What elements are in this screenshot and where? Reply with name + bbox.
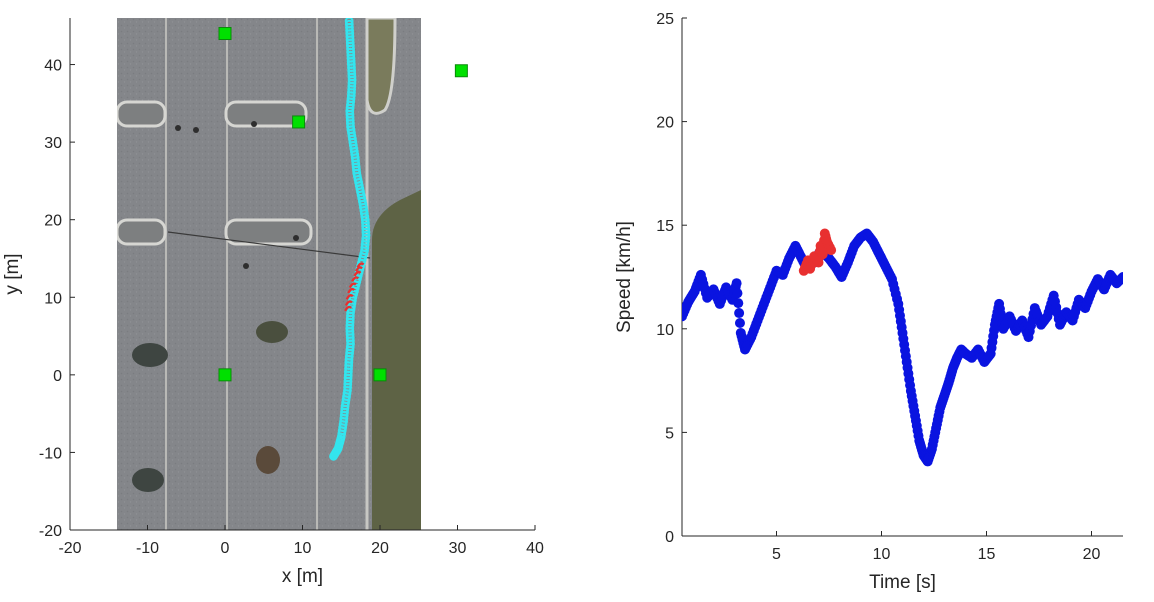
trajectory-plot: -20 -10 0 10 20 30 40 -20 -10 0 10 20 30 40 x [m] y [m] [2,18,544,587]
speed-point [732,288,743,299]
y-tick-label: 10 [44,290,62,307]
y-tick-label: 20 [44,213,62,230]
highlight-point [347,287,356,294]
highlight-point [345,294,354,300]
y-axis-label: y [m] [2,253,23,294]
highlight-point [344,300,353,307]
x-tick-label: 0 [221,540,230,557]
anchor-series [218,27,468,382]
y-tick-label: 30 [44,135,62,152]
x-tick-label: 20 [371,540,389,557]
aerial-background-image [117,18,421,530]
anchor-marker [292,115,306,129]
x-tick-label: -10 [136,540,159,557]
x-tick-label: 40 [526,540,544,557]
speed-plot: 5 10 15 20 0 5 10 15 20 25 Time [s] Speed [km/h] [614,11,1123,593]
highlight-point [351,276,360,282]
y-tick-label: 10 [656,322,674,339]
highlight-point [344,305,353,312]
anchor-marker [218,368,232,382]
y-tick-label: 20 [656,115,674,132]
anchor-marker [218,27,232,41]
x-tick-label: 10 [294,540,312,557]
highlight-point [355,266,363,272]
y-tick-label: -10 [39,445,62,462]
speed-point [1118,272,1123,282]
y-tick-label: 0 [665,529,674,546]
highlight-point [348,282,357,289]
x-tick-label: 20 [1083,546,1101,563]
y-tick-label: 25 [656,11,674,28]
trajectory-point [344,19,354,29]
y-tick-label: 15 [656,218,674,235]
speed-point [734,308,745,319]
x-tick-label: 5 [772,546,781,563]
speed-point [826,245,837,256]
anchor-marker [454,64,468,78]
trajectory-point [344,18,354,26]
x-tick-label: -20 [58,540,81,557]
anchor-marker [373,368,387,382]
y-axis-label: Speed [km/h] [614,221,635,333]
x-axis-label: Time [s] [869,572,936,593]
highlight-point [356,262,365,269]
highlight-point [353,270,362,277]
highlight-speed-series [798,228,837,276]
trajectory-series [329,18,371,461]
y-tick-label: 0 [53,368,62,385]
x-tick-label: 15 [978,546,996,563]
x-axis-label: x [m] [282,566,323,587]
speed-series [682,228,1123,467]
x-tick-label: 10 [873,546,891,563]
y-tick-label: -20 [39,523,62,540]
highlight-series [344,262,365,312]
y-tick-label: 5 [665,425,674,442]
y-tick-label: 40 [44,58,62,75]
speed-point [731,278,742,289]
speed-point [734,317,745,328]
x-tick-label: 30 [449,540,467,557]
speed-point [733,298,744,309]
